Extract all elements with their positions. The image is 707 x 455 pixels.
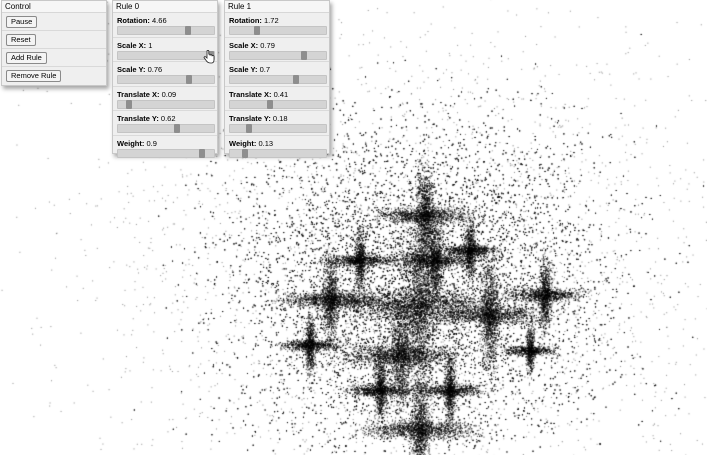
param-slider[interactable] [229,124,327,133]
rule-1-title: Rule 1 [225,1,329,13]
param-name: Scale Y: [229,65,258,74]
control-panel-title: Control [2,1,106,13]
param-slider[interactable] [117,99,215,109]
rule-0-param-2: Scale Y: 0.76 [113,62,217,87]
slider-thumb[interactable] [126,99,133,109]
param-slider[interactable] [229,75,327,84]
control-row-add-rule: Add Rule [2,49,106,67]
rule-0-param-3: Translate X: 0.09 [113,87,217,111]
slider-thumb[interactable] [186,75,193,84]
rule-1-param-5: Weight: 0.13 [225,136,329,160]
param-value: 0.79 [260,40,275,50]
rule-0-param-0: Rotation: 4.66 [113,13,217,38]
param-name: Scale X: [229,40,259,50]
remove-rule-button[interactable]: Remove Rule [6,70,62,82]
param-value: 0.7 [259,65,271,74]
rule-0-param-1: Scale X: 1 [113,38,217,62]
slider-thumb[interactable] [246,124,253,133]
param-label: Scale Y: 0.7 [229,65,270,74]
param-value: 0.62 [160,114,176,123]
slider-thumb[interactable] [173,124,180,133]
control-row-remove-rule: Remove Rule [2,67,106,84]
slider-thumb[interactable] [241,148,248,158]
rule-0-title: Rule 0 [113,1,217,13]
param-value: 0.41 [273,89,289,99]
param-name: Rotation: [117,16,150,25]
slider-thumb[interactable] [199,148,205,158]
param-value: 0.09 [161,89,177,99]
param-slider[interactable] [117,148,215,158]
param-label: Weight: 0.13 [229,139,273,148]
param-slider[interactable] [229,26,327,35]
param-slider[interactable] [229,148,327,158]
param-name: Translate Y: [117,114,159,123]
rule-1-param-3: Translate X: 0.41 [225,87,329,111]
control-panel: Control Pause Reset Add Rule Remove Rule [1,0,107,86]
reset-button[interactable]: Reset [6,34,36,46]
control-row-reset: Reset [2,31,106,49]
param-label: Scale X: 1 [117,41,152,50]
param-value: 1 [148,40,153,50]
param-slider[interactable] [117,124,215,133]
param-label: Translate X: 0.09 [117,90,176,99]
param-label: Scale X: 0.79 [229,41,275,50]
rule-1-param-1: Scale X: 0.79 [225,38,329,62]
param-value: 1.72 [264,16,279,25]
param-label: Translate X: 0.41 [229,90,288,99]
slider-thumb[interactable] [301,50,308,60]
slider-thumb[interactable] [266,99,273,109]
param-value: 0.9 [146,138,157,148]
param-label: Rotation: 4.66 [117,16,167,25]
param-slider[interactable] [117,26,215,35]
hand-pointer-icon [203,50,215,64]
param-name: Scale X: [117,40,147,50]
pause-button[interactable]: Pause [6,16,38,28]
param-label: Rotation: 1.72 [229,16,279,25]
param-name: Translate X: [229,89,272,99]
rule-0-param-4: Translate Y: 0.62 [113,111,217,136]
rule-1-panel: Rule 1 Rotation: 1.72 Scale X: 0.79 Scale … [224,0,330,158]
param-name: Translate X: [117,89,160,99]
param-name: Weight: [229,138,257,148]
rule-1-param-2: Scale Y: 0.7 [225,62,329,87]
rule-1-param-0: Rotation: 1.72 [225,13,329,38]
param-slider[interactable] [229,50,327,60]
param-name: Translate Y: [229,114,271,123]
param-label: Scale Y: 0.76 [117,65,162,74]
rule-0-param-5: Weight: 0.9 [113,136,217,160]
control-row-pause: Pause [2,13,106,31]
param-name: Weight: [117,138,145,148]
add-rule-button[interactable]: Add Rule [6,52,47,64]
slider-thumb[interactable] [184,26,191,35]
slider-thumb[interactable] [254,26,261,35]
param-label: Translate Y: 0.18 [229,114,288,123]
param-value: 0.18 [272,114,288,123]
param-value: 0.13 [258,138,274,148]
param-label: Translate Y: 0.62 [117,114,176,123]
param-label: Weight: 0.9 [117,139,157,148]
rule-1-param-4: Translate Y: 0.18 [225,111,329,136]
param-value: 4.66 [152,16,167,25]
param-slider[interactable] [229,99,327,109]
param-slider[interactable] [117,75,215,84]
param-name: Scale Y: [117,65,146,74]
rule-0-panel: Rule 0 Rotation: 4.66 Scale X: 1 Scale Y: … [112,0,218,158]
param-name: Rotation: [229,16,262,25]
slider-thumb[interactable] [293,75,299,84]
param-slider[interactable] [117,50,215,60]
param-value: 0.76 [147,65,163,74]
